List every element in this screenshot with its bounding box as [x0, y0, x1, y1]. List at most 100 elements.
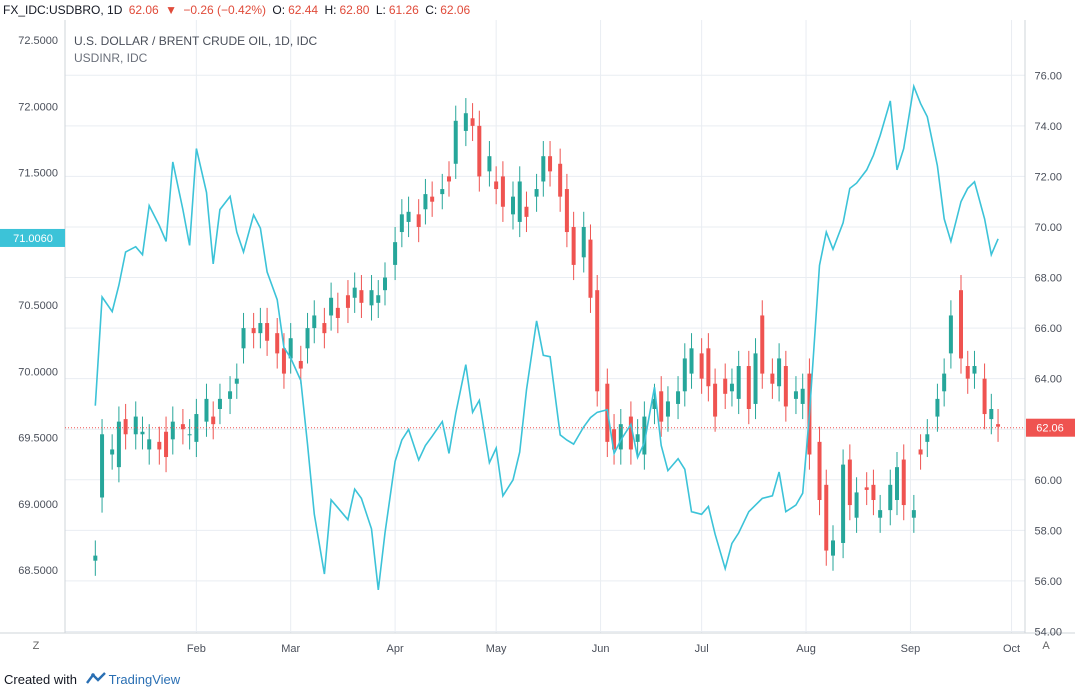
tradingview-brand[interactable]: TradingView	[108, 672, 181, 687]
candle-body	[204, 398, 209, 422]
candle-body	[494, 181, 499, 190]
candle-body	[783, 366, 788, 407]
time-tick-label: Feb	[187, 643, 206, 655]
left-tick-label: 70.0000	[18, 366, 58, 378]
candle-body	[110, 449, 115, 455]
candle-body	[558, 163, 563, 197]
candle-body	[335, 307, 340, 318]
candle-body	[713, 383, 718, 417]
usdinr-line-series	[94, 83, 999, 590]
candle	[463, 98, 468, 147]
candle-body	[93, 555, 98, 561]
candle	[729, 368, 734, 407]
candle	[618, 408, 623, 465]
candle-body	[133, 416, 138, 435]
candle-body	[665, 401, 670, 417]
down-arrow-icon: ▼	[165, 3, 177, 17]
chart-subtitle: USDINR, IDC	[74, 51, 148, 65]
candle	[116, 406, 121, 483]
auto-scale-button[interactable]: A	[1042, 640, 1050, 652]
candle	[406, 196, 411, 238]
candle-body	[777, 358, 782, 387]
candle-body	[676, 391, 681, 404]
candle	[322, 307, 327, 349]
candle-body	[399, 214, 404, 233]
time-tick-label: May	[486, 643, 507, 655]
right-tick-label: 76.00	[1034, 70, 1062, 82]
price-chart[interactable]: 72.500072.000071.500071.000070.500070.00…	[0, 20, 1075, 660]
candle-body	[972, 366, 977, 374]
candle-body	[841, 464, 846, 543]
candle-body	[416, 214, 421, 227]
candle-body	[723, 378, 728, 394]
candle-body	[312, 315, 317, 329]
zoom-button[interactable]: Z	[32, 640, 40, 652]
chart-background	[0, 20, 1075, 660]
time-axis[interactable]: Feb Mar Apr May Jun Jul Aug Sep Oct	[187, 643, 1020, 655]
candle-body	[298, 360, 303, 369]
candle	[211, 401, 216, 440]
candle	[713, 368, 718, 432]
usdinr-line	[94, 83, 999, 590]
candle	[612, 414, 617, 465]
candle-body	[935, 398, 940, 417]
candle-body	[440, 189, 445, 195]
candle-body	[352, 287, 357, 298]
candle	[996, 408, 1001, 442]
candle-body	[524, 206, 529, 217]
candle	[595, 275, 600, 407]
candle	[251, 312, 256, 349]
right-price-axis[interactable]: 76.0074.0072.0070.0068.0066.0064.0062.00…	[1034, 70, 1062, 638]
candle	[123, 403, 128, 450]
candle-body	[959, 290, 963, 359]
candle-body	[888, 484, 893, 511]
time-tick-label: Aug	[796, 643, 816, 655]
candle-body	[901, 459, 906, 506]
candle	[635, 419, 640, 458]
candle	[760, 300, 765, 389]
candle-body	[234, 378, 239, 384]
close-value: 62.06	[440, 3, 471, 17]
left-tick-label: 71.5000	[18, 168, 58, 180]
candle-body	[423, 194, 428, 210]
candle	[477, 110, 482, 192]
candle-body	[157, 441, 162, 450]
candle	[888, 469, 893, 526]
candle-body	[164, 431, 169, 458]
candle	[854, 477, 859, 533]
candle-body	[571, 226, 576, 265]
candle	[140, 416, 145, 450]
right-tick-label: 74.00	[1034, 121, 1062, 133]
candle-body	[729, 383, 734, 392]
candle	[871, 469, 876, 516]
candle	[777, 343, 782, 402]
candle-body	[746, 366, 751, 409]
candle	[164, 416, 169, 473]
candle	[258, 307, 263, 349]
candle	[133, 401, 138, 450]
candle-body	[612, 429, 617, 450]
candle-body	[187, 434, 192, 436]
candle	[524, 191, 529, 233]
candle-body	[305, 328, 310, 349]
candle	[571, 211, 576, 281]
candle-body	[194, 414, 199, 442]
candle	[234, 363, 239, 399]
candle-body	[996, 424, 1001, 427]
candle-body	[359, 290, 364, 303]
candle-body	[345, 295, 350, 308]
candle	[948, 300, 953, 369]
high-value: 62.80	[339, 3, 370, 17]
candlestick-series	[93, 98, 1001, 576]
tradingview-logo-icon	[85, 669, 107, 693]
candle	[335, 292, 340, 334]
candle-body	[689, 348, 694, 374]
candle-body	[948, 315, 953, 354]
candle-body	[147, 439, 152, 450]
candle	[147, 424, 152, 465]
symbol-label[interactable]: FX_IDC:USDBRO, 1D	[3, 3, 123, 17]
candle	[972, 350, 977, 389]
candle	[228, 376, 233, 415]
candle	[824, 469, 829, 566]
candle	[588, 224, 593, 313]
